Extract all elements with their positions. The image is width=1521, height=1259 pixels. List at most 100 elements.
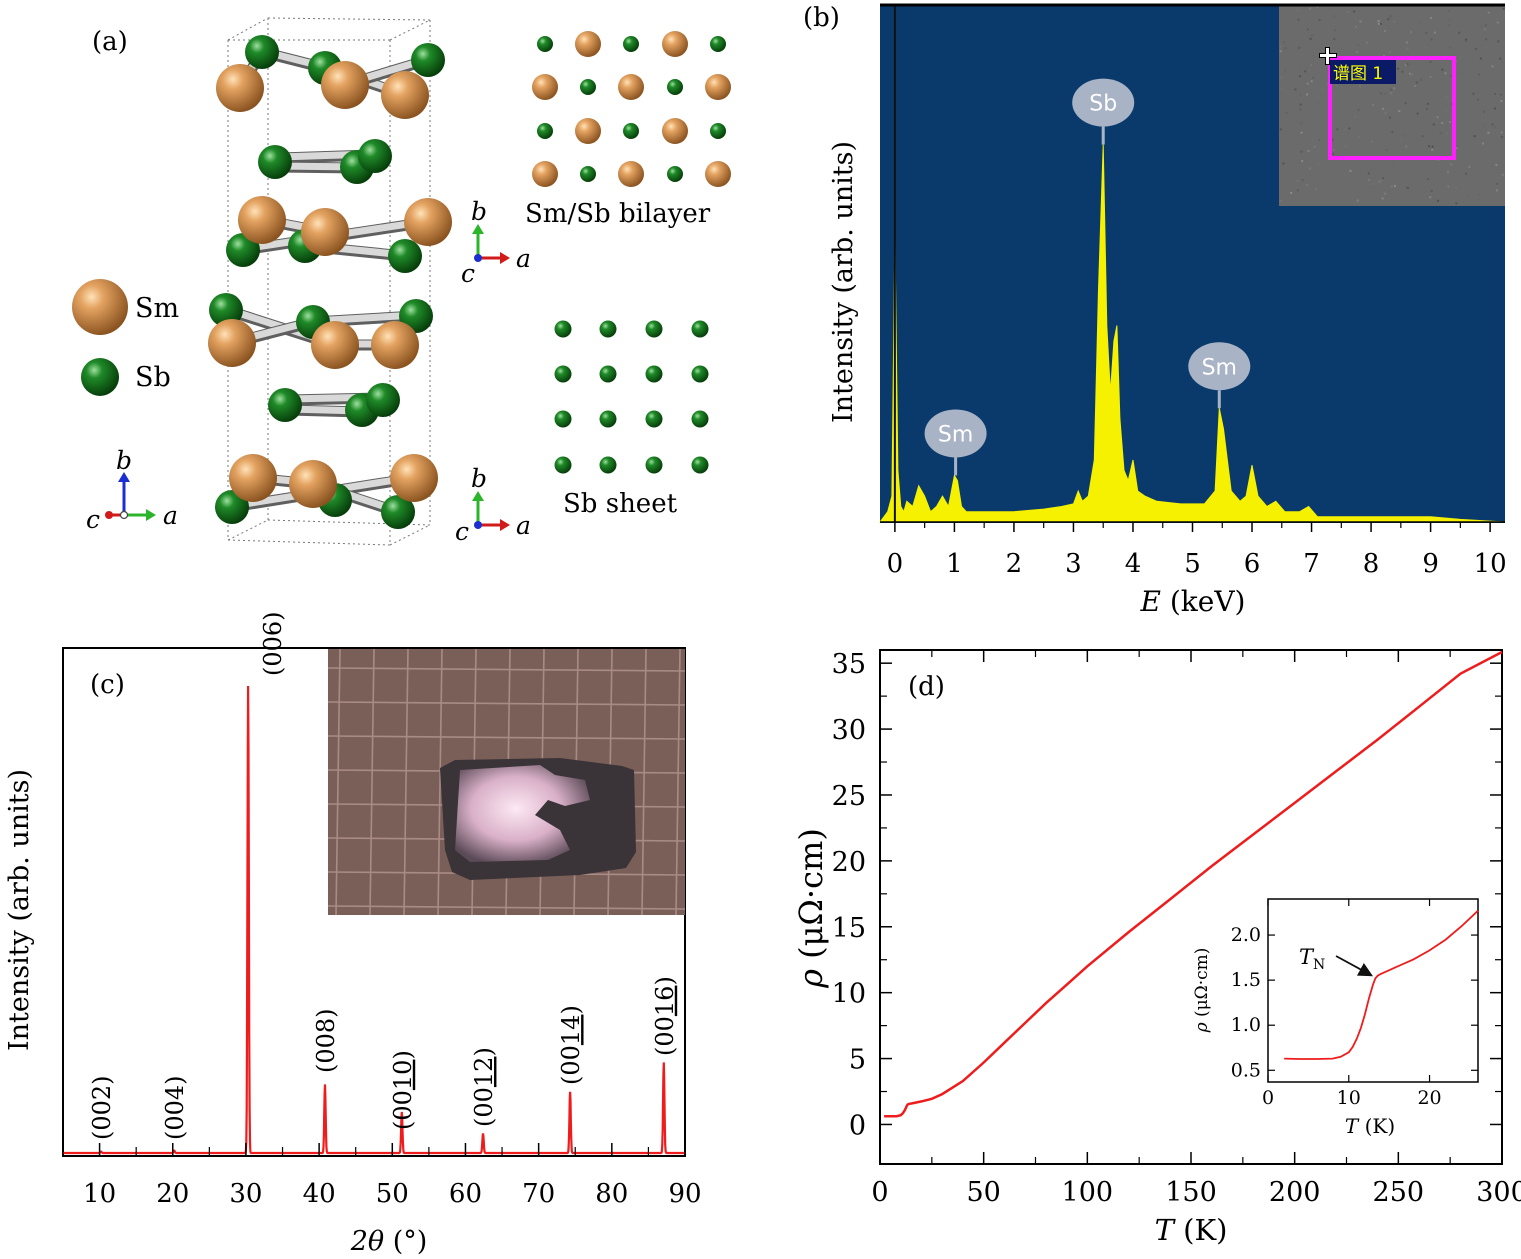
sem-speckle — [1432, 123, 1435, 126]
layered-structure — [208, 35, 452, 529]
grid-line-horizontal — [327, 701, 686, 706]
sem-speckle — [1431, 145, 1434, 148]
sem-speckle — [1335, 85, 1338, 87]
sm-atom — [208, 319, 256, 367]
sem-speckle — [1405, 145, 1408, 148]
sem-speckle — [1299, 103, 1302, 106]
eds-spectrum-area — [879, 144, 1506, 523]
sem-speckle — [1448, 24, 1451, 27]
sem-speckle — [1414, 84, 1417, 87]
panel-a-crystal-structure: (a) Sm Sb Sm/Sb bilayer Sb sheet b a c — [72, 17, 731, 546]
sem-speckle — [1491, 123, 1494, 126]
sem-speckle — [1496, 21, 1499, 24]
rho-y-tick-label: 0 — [849, 1110, 866, 1141]
sem-speckle — [1290, 78, 1293, 81]
temp-unit: (K) — [1174, 1213, 1228, 1247]
sem-speckle — [1298, 46, 1301, 49]
grid-line-horizontal — [327, 905, 686, 910]
eds-x-unit: (keV) — [1161, 585, 1246, 618]
xrd-peak-label: (004) — [161, 1075, 189, 1140]
sem-speckle — [1494, 126, 1497, 129]
sem-speckle — [1429, 76, 1432, 79]
sem-speckle — [1372, 104, 1375, 106]
xrd-x-var: 2θ — [350, 1226, 384, 1257]
sm-legend-label: Sm — [135, 293, 179, 324]
sb-atom — [537, 123, 553, 139]
atom-legend: Sm Sb — [72, 279, 179, 396]
sem-speckle — [1499, 57, 1502, 60]
sm-legend-marker — [72, 279, 128, 335]
rho-var: ρ — [792, 969, 830, 989]
sb-atom — [580, 166, 596, 182]
sem-speckle — [1382, 36, 1385, 39]
sem-speckle — [1430, 38, 1433, 41]
spectrum-tag — [1330, 60, 1396, 84]
panel-b-eds-spectrum: (b) Sm Sb Sm 谱图 1 0 1 2 3 4 5 6 7 8 9 10 Intensity (… — [803, 3, 1507, 618]
tn-var: T — [1299, 945, 1315, 969]
tn-sub: N — [1313, 957, 1325, 973]
sem-speckle — [1495, 163, 1498, 166]
xrd-peak-label: (006) — [259, 611, 287, 676]
eds-x-tick-label: 9 — [1422, 549, 1439, 579]
rho-y-tick-label: 5 — [849, 1045, 866, 1076]
sem-speckle — [1449, 46, 1452, 49]
sb-atom — [245, 35, 279, 69]
inset-y-tick-label: 1.5 — [1231, 969, 1261, 991]
sem-speckle — [1427, 102, 1429, 105]
rho-x-tick-label: 50 — [966, 1177, 1000, 1208]
sem-speckle — [1333, 93, 1336, 96]
sem-speckle — [1458, 31, 1461, 34]
sb-atom — [645, 365, 663, 383]
rho-y-tick-label: 20 — [832, 847, 866, 878]
xrd-x-tick-label: 50 — [376, 1179, 409, 1209]
sem-inset: 谱图 1 — [1279, 5, 1505, 206]
inset-x-axis-label: T (K) — [1345, 1114, 1395, 1138]
xrd-y-axis-label: Intensity (arb. units) — [4, 769, 35, 1051]
sem-speckle — [1283, 41, 1286, 44]
sem-speckle — [1467, 194, 1470, 197]
sem-speckle — [1442, 25, 1445, 28]
sem-speckle — [1381, 178, 1384, 181]
sb-atom — [268, 388, 302, 422]
sem-speckle — [1284, 47, 1287, 50]
axis-b-label: b — [116, 446, 132, 475]
sem-speckle — [1450, 163, 1452, 166]
sem-speckle — [1390, 93, 1393, 96]
sem-speckle — [1497, 40, 1500, 43]
sem-speckle — [1406, 47, 1409, 50]
sem-speckle — [1334, 29, 1336, 32]
tn-arrow — [1335, 955, 1374, 977]
sem-speckle — [1355, 25, 1358, 28]
xrd-x-tick-label: 20 — [156, 1179, 189, 1209]
eds-peak-bubble — [1188, 342, 1251, 391]
sem-speckle — [1474, 48, 1477, 51]
sem-speckle — [1357, 108, 1360, 111]
eds-x-tick-label: 6 — [1244, 549, 1261, 579]
sem-speckle — [1447, 185, 1450, 188]
grid-line-horizontal — [327, 667, 686, 672]
sem-speckle — [1394, 185, 1396, 188]
grid-line-vertical — [335, 648, 341, 916]
grid-line-horizontal — [327, 735, 686, 740]
sem-speckle — [1297, 9, 1300, 12]
sem-speckle — [1426, 20, 1429, 23]
xrd-x-axis-label: 2θ (°) — [350, 1226, 428, 1257]
sem-speckle — [1477, 193, 1480, 196]
eds-peak-label-text: Sm — [1202, 355, 1237, 380]
unit-cell-edge — [227, 539, 391, 546]
sem-speckle — [1397, 67, 1400, 70]
eds-axes: 0 1 2 3 4 5 6 7 8 9 10 — [880, 521, 1507, 579]
sem-speckle — [1308, 69, 1311, 72]
sem-speckle — [1429, 60, 1432, 63]
eds-x-axis-label: E (keV) — [1140, 585, 1246, 618]
sem-speckle — [1284, 69, 1287, 72]
sm-atom — [705, 74, 731, 100]
sem-speckle — [1280, 76, 1283, 79]
sem-speckle — [1408, 72, 1411, 75]
sheet-label: Sb sheet — [563, 489, 678, 519]
sb-atom — [691, 320, 709, 338]
sem-speckle — [1393, 87, 1396, 90]
sb-atom — [358, 139, 392, 173]
sb-atom — [215, 490, 249, 524]
xrd-peak-labels: (002) (004) (006) (008) (0010) (0012) (0014) (0… — [88, 611, 679, 1140]
